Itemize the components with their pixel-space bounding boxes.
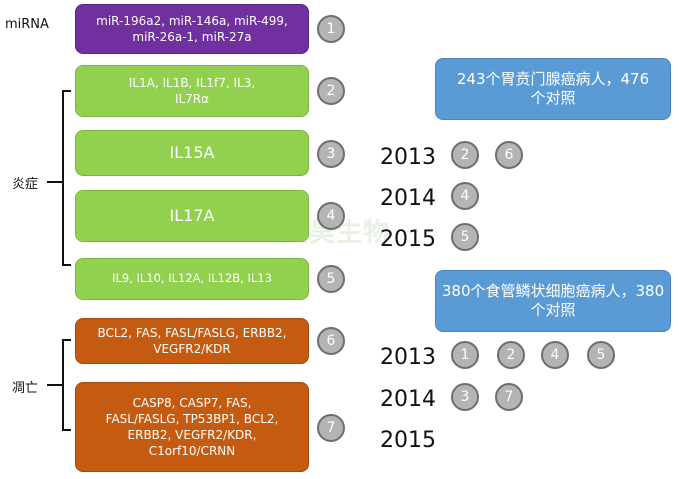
apoptosis-label: 凋亡: [12, 381, 39, 396]
study1-year-2013: 2013: [380, 145, 436, 170]
il15-badge: 3: [317, 140, 345, 168]
study1-2014-badge-4: 4: [451, 182, 479, 210]
study2-title: 380个食管鳞状细胞癌病人，380个对照: [441, 281, 665, 320]
il9-box: IL9, IL10, IL12A, IL12B, IL13: [75, 258, 309, 300]
il1-box-text: IL1A, IL1B, IL1f7, IL3, IL7Rα: [128, 75, 256, 106]
il9-badge: 5: [317, 265, 345, 293]
il15-box: IL15A: [75, 130, 309, 176]
bcl2-box: BCL2, FAS, FASL/FASLG, ERBB2, VEGFR2/KDR: [75, 318, 309, 364]
bcl2-box-text: BCL2, FAS, FASL/FASLG, ERBB2, VEGFR2/KDR: [97, 325, 287, 356]
study2-box: 380个食管鳞状细胞癌病人，380个对照: [435, 270, 671, 332]
study1-2015-badge-5: 5: [451, 223, 479, 251]
il17-box-text: IL17A: [169, 206, 215, 226]
study1-2013-badge-6: 6: [495, 141, 523, 169]
il17-badge: 4: [317, 202, 345, 230]
study2-year-2013: 2013: [380, 345, 436, 370]
study2-2014-badge-3: 3: [451, 383, 479, 411]
study2-2014-badge-7: 7: [495, 383, 523, 411]
mirna-box: miR-196a2, miR-146a, miR-499, miR-26a-1,…: [75, 4, 309, 54]
apoptosis-bracket: [62, 339, 71, 431]
inflammation-bracket: [62, 90, 71, 266]
il1-badge: 2: [317, 77, 345, 105]
mirna-label: miRNA: [5, 17, 49, 32]
casp8-box-text: CASP8, CASP7, FAS, FASL/FASLG, TP53BP1, …: [105, 395, 279, 459]
study1-year-2014: 2014: [380, 186, 436, 211]
study2-year-2014: 2014: [380, 387, 436, 412]
il1-box: IL1A, IL1B, IL1f7, IL3, IL7Rα: [75, 65, 309, 117]
study1-year-2015: 2015: [380, 227, 436, 252]
study1-box: 243个胃贲门腺癌病人，476个对照: [435, 58, 671, 120]
study2-2013-badge-4: 4: [541, 341, 569, 369]
casp8-badge: 7: [317, 414, 345, 442]
study2-2013-badge-5: 5: [587, 341, 615, 369]
il17-box: IL17A: [75, 190, 309, 242]
il9-box-text: IL9, IL10, IL12A, IL12B, IL13: [112, 271, 272, 286]
casp8-box: CASP8, CASP7, FAS, FASL/FASLG, TP53BP1, …: [75, 382, 309, 472]
study1-2013-badge-2: 2: [451, 141, 479, 169]
bcl2-badge: 6: [317, 327, 345, 355]
mirna-box-text: miR-196a2, miR-146a, miR-499, miR-26a-1,…: [96, 13, 288, 44]
study2-year-2015: 2015: [380, 428, 436, 453]
mirna-badge: 1: [317, 15, 345, 43]
study2-2013-badge-1: 1: [451, 341, 479, 369]
study1-title: 243个胃贲门腺癌病人，476个对照: [456, 69, 650, 108]
inflammation-label: 炎症: [12, 177, 39, 192]
il15-box-text: IL15A: [169, 143, 215, 163]
study2-2013-badge-2: 2: [497, 341, 525, 369]
